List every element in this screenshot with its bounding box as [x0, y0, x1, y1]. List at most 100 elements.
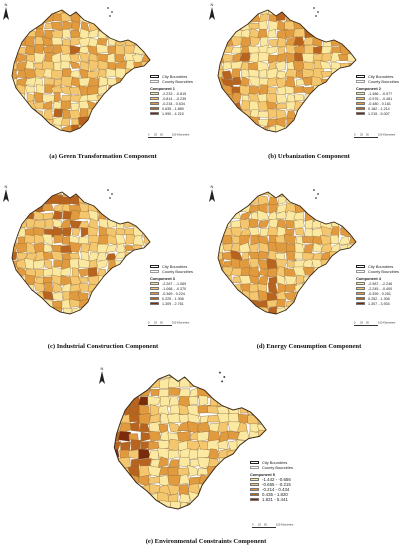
county-region — [97, 317, 108, 324]
legend-swatch — [356, 102, 365, 106]
county-region — [151, 211, 154, 221]
county-region — [51, 69, 63, 79]
legend-class-row: 1.215 - 5.007 — [356, 111, 399, 116]
county-region — [97, 192, 109, 197]
county-region — [266, 258, 278, 270]
county-region — [321, 12, 333, 24]
county-region — [228, 501, 240, 509]
county-region — [267, 413, 272, 423]
legend-class-row: 0.635 - 1.889 — [150, 106, 193, 111]
county-region — [236, 474, 250, 487]
county-region — [140, 431, 150, 442]
county-region — [54, 203, 64, 212]
county-region — [221, 53, 234, 63]
county-region — [277, 282, 287, 294]
county-region — [358, 252, 360, 259]
county-region — [42, 193, 53, 205]
county-region — [116, 134, 125, 142]
county-region — [339, 210, 350, 221]
county-region — [239, 76, 250, 87]
county-region — [119, 474, 130, 486]
county-region — [266, 93, 277, 104]
county-region — [339, 36, 350, 48]
county-region — [44, 307, 53, 314]
scale-bar-c: 0 25 50 100 Kilometers — [146, 320, 202, 330]
county-region — [239, 192, 251, 198]
county-region — [168, 511, 180, 520]
county-region — [339, 28, 350, 40]
county-region — [339, 76, 350, 87]
county-region — [69, 53, 80, 64]
county-region — [258, 274, 269, 286]
county-region — [115, 306, 125, 314]
county-region — [221, 203, 234, 214]
county-region — [285, 220, 296, 229]
county-region — [268, 386, 272, 397]
legend-d: City Boundries County Boundries Component … — [356, 264, 399, 306]
county-region — [42, 212, 54, 220]
county-region — [339, 85, 349, 94]
county-region — [77, 258, 92, 269]
county-region — [24, 258, 34, 270]
caption-a: (a) Green Transformation Component — [49, 153, 157, 160]
county-region — [231, 308, 242, 314]
county-region — [77, 277, 89, 283]
legend-swatch — [356, 112, 365, 116]
legend-swatch — [250, 498, 259, 502]
county-region — [115, 202, 126, 215]
county-region — [286, 61, 295, 71]
county-region — [133, 70, 145, 78]
county-region — [313, 306, 324, 314]
legend-swatch — [250, 478, 259, 482]
legend-county-boundary: County Boundries — [250, 465, 293, 470]
county-region — [347, 115, 356, 128]
county-region — [106, 93, 116, 103]
county-region — [217, 386, 228, 399]
county-region — [238, 386, 251, 398]
county-region — [230, 12, 241, 21]
county-region — [26, 241, 37, 255]
county-region — [258, 439, 267, 451]
county-region — [114, 377, 120, 389]
county-region — [12, 100, 18, 112]
county-region — [321, 192, 331, 198]
county-region — [153, 309, 154, 316]
county-region — [114, 404, 122, 416]
county-region — [319, 194, 333, 204]
county-region — [229, 298, 243, 310]
county-region — [123, 84, 135, 95]
county-region — [133, 235, 145, 246]
county-region — [330, 10, 341, 15]
province-outline — [11, 9, 151, 133]
county-region — [43, 258, 53, 270]
county-region — [248, 218, 259, 228]
legend-city-boundary: City Boundries — [356, 74, 399, 79]
county-region — [322, 93, 332, 104]
county-region — [257, 203, 268, 214]
county-region — [311, 125, 323, 132]
county-region — [151, 204, 154, 213]
county-region — [276, 37, 287, 48]
county-region — [168, 377, 180, 389]
county-region — [359, 220, 360, 229]
county-region — [246, 377, 260, 391]
county-region — [60, 86, 72, 96]
county-region — [17, 291, 26, 302]
county-region — [223, 110, 234, 119]
county-region — [218, 374, 229, 381]
county-region — [331, 102, 341, 112]
county-region — [133, 299, 145, 308]
county-region — [114, 118, 128, 126]
scale-tick-label: 0 — [354, 132, 356, 136]
county-region — [105, 68, 116, 78]
county-region — [216, 485, 231, 496]
county-region — [139, 374, 152, 381]
island-mark — [218, 371, 221, 374]
county-region — [249, 85, 260, 95]
county-region — [303, 316, 313, 324]
county-region — [125, 234, 135, 245]
county-region — [267, 441, 272, 449]
county-region — [240, 14, 250, 23]
county-region — [51, 21, 63, 31]
county-region — [302, 258, 313, 269]
